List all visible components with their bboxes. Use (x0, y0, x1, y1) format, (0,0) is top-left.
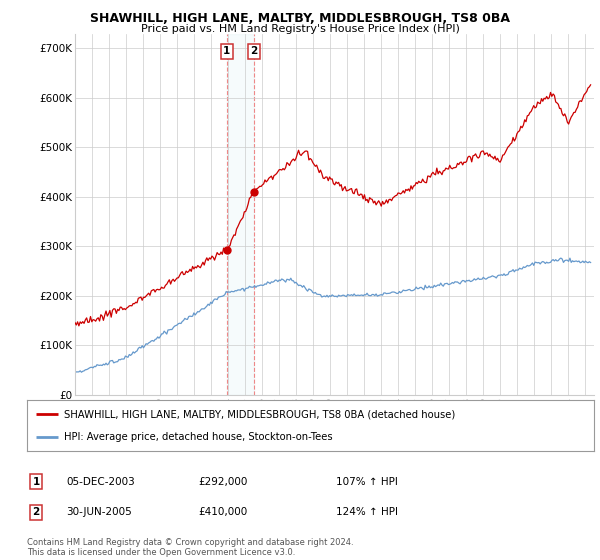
Text: 2: 2 (250, 46, 257, 56)
Text: 124% ↑ HPI: 124% ↑ HPI (336, 507, 398, 517)
Text: SHAWHILL, HIGH LANE, MALTBY, MIDDLESBROUGH, TS8 0BA (detached house): SHAWHILL, HIGH LANE, MALTBY, MIDDLESBROU… (64, 409, 455, 419)
Text: 1: 1 (223, 46, 230, 56)
Text: 05-DEC-2003: 05-DEC-2003 (66, 477, 135, 487)
Text: 30-JUN-2005: 30-JUN-2005 (66, 507, 132, 517)
Text: Contains HM Land Registry data © Crown copyright and database right 2024.
This d: Contains HM Land Registry data © Crown c… (27, 538, 353, 557)
Text: 1: 1 (32, 477, 40, 487)
Text: 2: 2 (32, 507, 40, 517)
Text: Price paid vs. HM Land Registry's House Price Index (HPI): Price paid vs. HM Land Registry's House … (140, 24, 460, 34)
Text: HPI: Average price, detached house, Stockton-on-Tees: HPI: Average price, detached house, Stoc… (64, 432, 332, 442)
Text: 107% ↑ HPI: 107% ↑ HPI (336, 477, 398, 487)
Text: £292,000: £292,000 (198, 477, 247, 487)
Text: SHAWHILL, HIGH LANE, MALTBY, MIDDLESBROUGH, TS8 0BA: SHAWHILL, HIGH LANE, MALTBY, MIDDLESBROU… (90, 12, 510, 25)
Bar (227, 34, 254, 395)
Text: £410,000: £410,000 (198, 507, 247, 517)
